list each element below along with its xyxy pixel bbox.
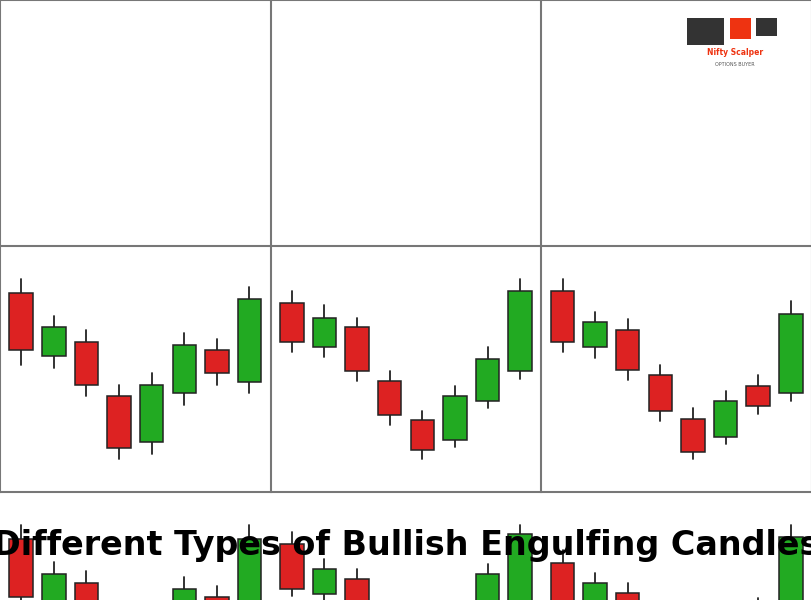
Bar bbox=[713, 401, 736, 437]
Bar bbox=[410, 421, 434, 449]
Bar bbox=[75, 342, 98, 385]
Bar bbox=[345, 579, 368, 600]
Bar bbox=[10, 293, 33, 350]
Bar bbox=[582, 322, 606, 347]
Bar bbox=[475, 359, 499, 401]
Bar bbox=[280, 303, 303, 342]
Bar bbox=[508, 291, 531, 371]
Bar bbox=[680, 419, 704, 452]
Bar bbox=[687, 18, 723, 45]
Bar bbox=[238, 299, 261, 382]
Bar bbox=[107, 396, 131, 448]
Bar bbox=[755, 18, 776, 36]
Bar bbox=[550, 291, 573, 342]
Bar bbox=[475, 574, 499, 600]
Bar bbox=[42, 328, 66, 356]
Bar bbox=[312, 569, 336, 594]
Text: OPTIONS BUYER: OPTIONS BUYER bbox=[714, 62, 753, 67]
Bar bbox=[745, 386, 769, 406]
Bar bbox=[205, 350, 229, 373]
Text: Different Types of Bullish Engulfing Candles: Different Types of Bullish Engulfing Can… bbox=[0, 529, 811, 563]
Bar bbox=[10, 539, 33, 598]
Bar bbox=[345, 328, 368, 371]
Bar bbox=[550, 563, 573, 600]
Bar bbox=[312, 317, 336, 347]
Bar bbox=[778, 537, 801, 600]
Text: Nifty Scalper: Nifty Scalper bbox=[706, 48, 762, 57]
Bar bbox=[205, 598, 229, 600]
Bar bbox=[778, 314, 801, 393]
Bar bbox=[172, 344, 195, 394]
Bar bbox=[728, 18, 749, 39]
Bar bbox=[648, 376, 672, 411]
Bar bbox=[238, 539, 261, 600]
Bar bbox=[616, 593, 639, 600]
Bar bbox=[508, 535, 531, 600]
Bar bbox=[616, 329, 639, 370]
Bar bbox=[139, 385, 163, 442]
Bar bbox=[582, 583, 606, 600]
Bar bbox=[172, 589, 195, 600]
Bar bbox=[75, 583, 98, 600]
Bar bbox=[443, 396, 466, 440]
Bar bbox=[280, 544, 303, 589]
Bar bbox=[377, 381, 401, 415]
Bar bbox=[42, 574, 66, 600]
